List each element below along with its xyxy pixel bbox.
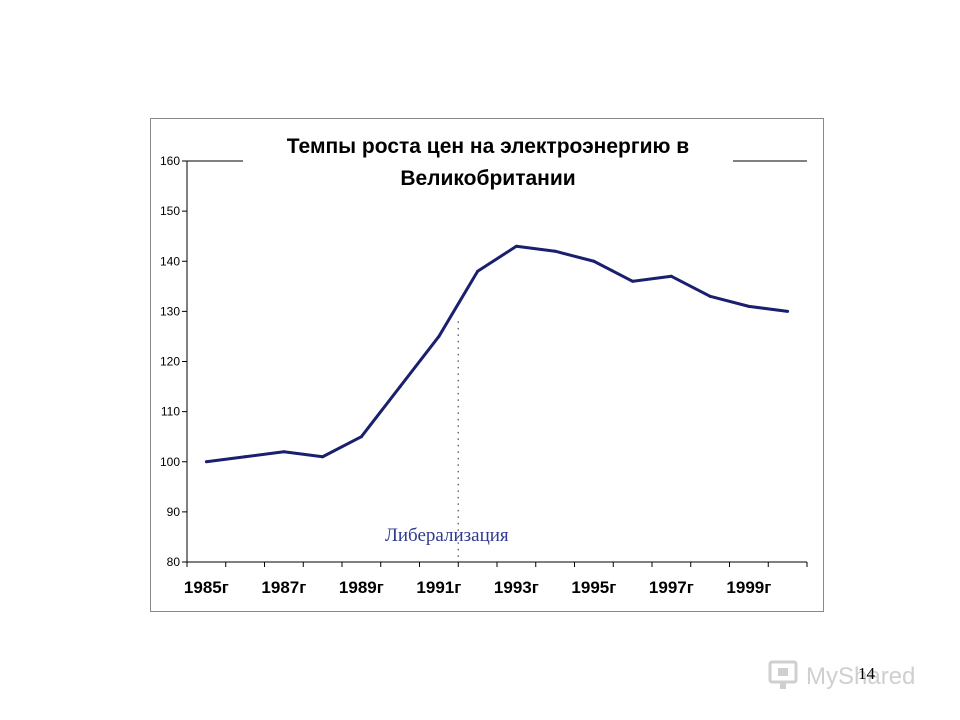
x-tick-label-1999г: 1999г [726,578,771,597]
data-point-1996г [631,279,635,283]
data-point-1988г [321,455,325,459]
y-tick-label-80: 80 [167,555,181,569]
data-point-1992г [476,269,480,273]
title-background [243,133,733,197]
x-tick-label-1997г: 1997г [649,578,694,597]
myshared-watermark-logo: MyShared [768,660,915,690]
y-tick-label-160: 160 [160,154,180,168]
data-point-1990г [398,385,402,389]
data-point-1997г [669,274,673,278]
data-point-1985г [204,460,208,464]
data-point-1995г [592,259,596,263]
y-tick-label-150: 150 [160,204,180,218]
data-point-1987г [282,450,286,454]
x-tick-label-1993г: 1993г [494,578,539,597]
y-tick-label-100: 100 [160,455,180,469]
y-tick-label-130: 130 [160,304,180,318]
data-point-1993г [514,244,518,248]
x-tick-label-1991г: 1991г [416,578,461,597]
chart-title-line-1: Темпы роста цен на электроэнергию в [287,135,690,158]
y-tick-label-120: 120 [160,355,180,369]
data-point-1989г [359,435,363,439]
data-point-1986г [243,455,247,459]
data-point-1998г [708,294,712,298]
monitor-icon [768,660,798,689]
data-point-1994г [553,249,557,253]
x-tick-label-1987г: 1987г [261,578,306,597]
annotation-liberalization: Либерализация [385,525,509,546]
x-tick-label-1995г: 1995г [571,578,616,597]
series-line-0 [206,244,788,464]
data-point-2000г [786,309,790,313]
x-tick-label-1985г: 1985г [184,578,229,597]
x-tick-label-1989г: 1989г [339,578,384,597]
data-point-1999г [747,304,751,308]
data-point-1991г [437,334,441,338]
marks-layer [204,244,790,558]
y-tick-label-110: 110 [161,405,180,419]
page-number: 14 [858,664,875,683]
chart-title-line-2: Великобритании [400,167,575,190]
y-tick-label-140: 140 [160,254,180,268]
chart-svg: Темпы роста цен на электроэнергию в Вели… [160,133,808,597]
chart-frame: Темпы роста цен на электроэнергию в Вели… [150,118,824,612]
axes-layer: 80 90 100 110 120 130 140 150 160 1985г 1987г 1989г… [160,154,808,597]
y-tick-label-90: 90 [167,505,181,519]
watermark-text: MyShared [806,663,915,690]
